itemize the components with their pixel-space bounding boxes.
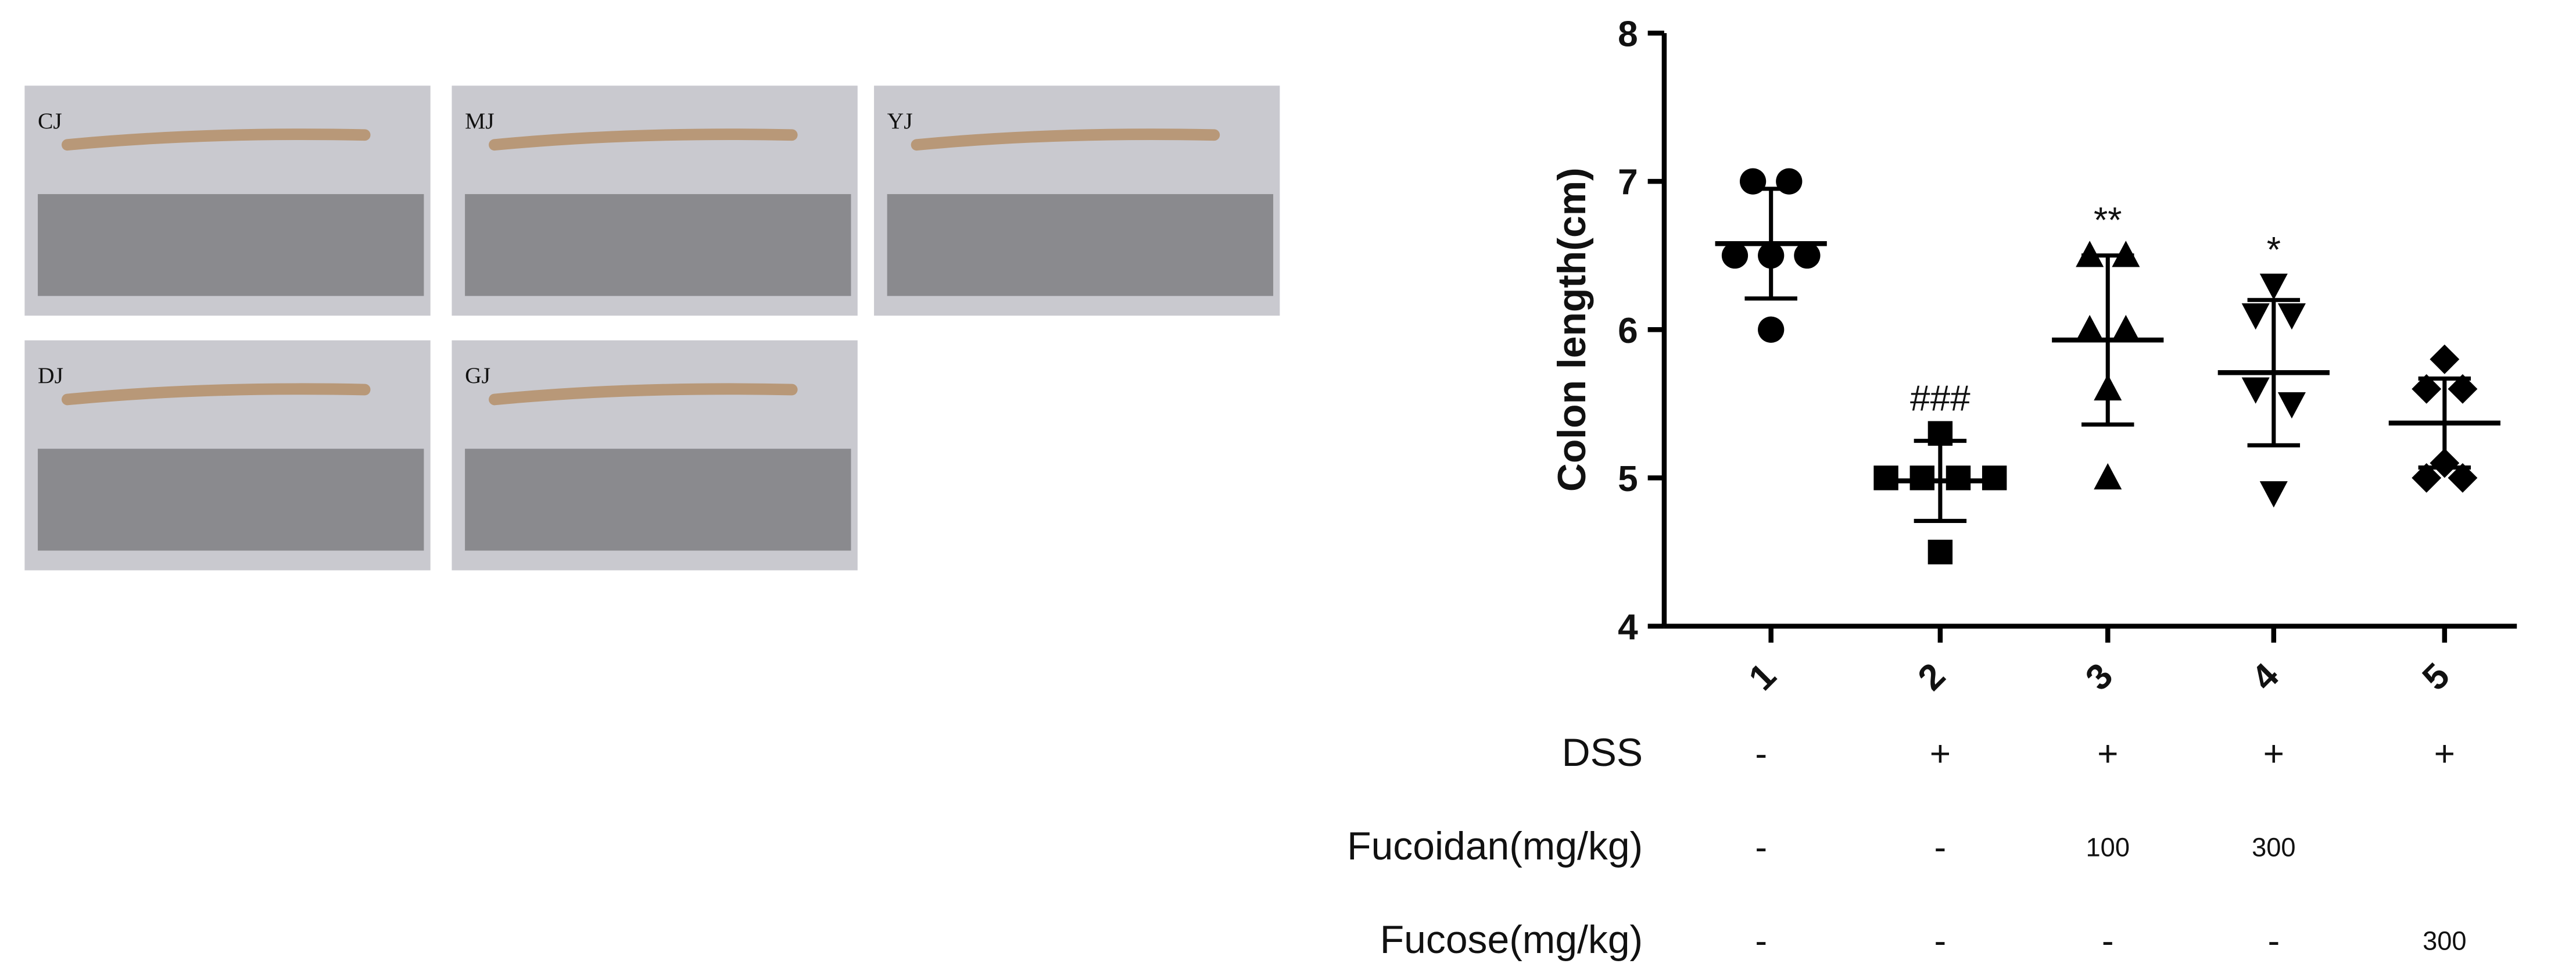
row-cell: 100 [2086, 832, 2130, 862]
y-tick-label: 5 [1618, 459, 1638, 499]
row-cell: - [2267, 921, 2280, 961]
row-cell: + [2263, 734, 2284, 774]
data-point [2448, 374, 2478, 404]
row-label: Fucose(mg/kg) [1380, 918, 1643, 962]
x-tick-label: 2 [1911, 655, 1953, 698]
data-point [1982, 465, 2007, 490]
row-cell: - [1934, 921, 1947, 961]
data-point [2277, 392, 2306, 419]
data-point [2430, 344, 2460, 374]
row-cell: + [2097, 734, 2118, 774]
data-point [1946, 465, 1971, 490]
significance: ** [2094, 200, 2122, 241]
row-cell: - [1755, 827, 1767, 868]
data-point [2112, 314, 2140, 342]
x-tick-label: 5 [2415, 655, 2457, 698]
photo-label: CJ [38, 108, 62, 134]
data-point [2259, 481, 2288, 508]
colon [489, 128, 798, 151]
colon [911, 128, 1220, 151]
chart: 4 5 6 7 8 Colon length(cm) 1 2 ### 3 ** 4 * 5 DSS - + + + +… [1347, 15, 2517, 962]
data-point [2076, 314, 2104, 342]
row-cell: 300 [2252, 832, 2295, 862]
row-cell: - [1755, 734, 1767, 774]
row-cell: - [1755, 921, 1767, 961]
y-tick-label: 7 [1618, 163, 1638, 203]
y-tick-label: 4 [1618, 607, 1638, 647]
row-cell: 300 [2423, 926, 2466, 956]
ruler [38, 449, 424, 551]
data-point [2277, 303, 2306, 330]
x-tick-label: 1 [1742, 655, 1784, 698]
data-point [2241, 377, 2270, 404]
ruler [887, 194, 1274, 296]
photo-label: MJ [465, 108, 495, 134]
y-axis-label: Colon length(cm) [1550, 167, 1594, 492]
data-point [1721, 242, 1749, 269]
data-point [2094, 463, 2122, 490]
row-label: Fucoidan(mg/kg) [1347, 825, 1643, 868]
y-tick-label: 6 [1618, 311, 1638, 351]
data-point [2259, 273, 2288, 300]
ruler [38, 194, 424, 296]
data-point [1794, 242, 1821, 269]
x-tick-label: 3 [2078, 655, 2120, 698]
data-point [2241, 303, 2270, 330]
x-tick-label: 4 [2244, 655, 2287, 698]
data-point [1873, 465, 1898, 490]
y-tick-label: 8 [1618, 15, 1638, 55]
data-point [1909, 465, 1934, 490]
colon [62, 383, 371, 406]
colon [489, 383, 798, 406]
photo-label: YJ [887, 108, 913, 134]
ruler [465, 449, 851, 551]
ruler [465, 194, 851, 296]
photo-label: DJ [38, 363, 63, 388]
significance: * [2267, 230, 2281, 270]
row-label: DSS [1562, 731, 1643, 775]
row-cell: - [2102, 921, 2114, 961]
significance: ### [1910, 378, 1970, 418]
data-point [1927, 539, 1953, 565]
photo-label: GJ [465, 363, 490, 388]
row-cell: + [1930, 734, 1951, 774]
data-point [1758, 316, 1785, 343]
photo-panel: CJ MJ YJ DJ GJ [24, 85, 1280, 571]
colon [62, 128, 371, 151]
row-cell: - [1934, 827, 1947, 868]
row-cell: + [2434, 734, 2455, 774]
